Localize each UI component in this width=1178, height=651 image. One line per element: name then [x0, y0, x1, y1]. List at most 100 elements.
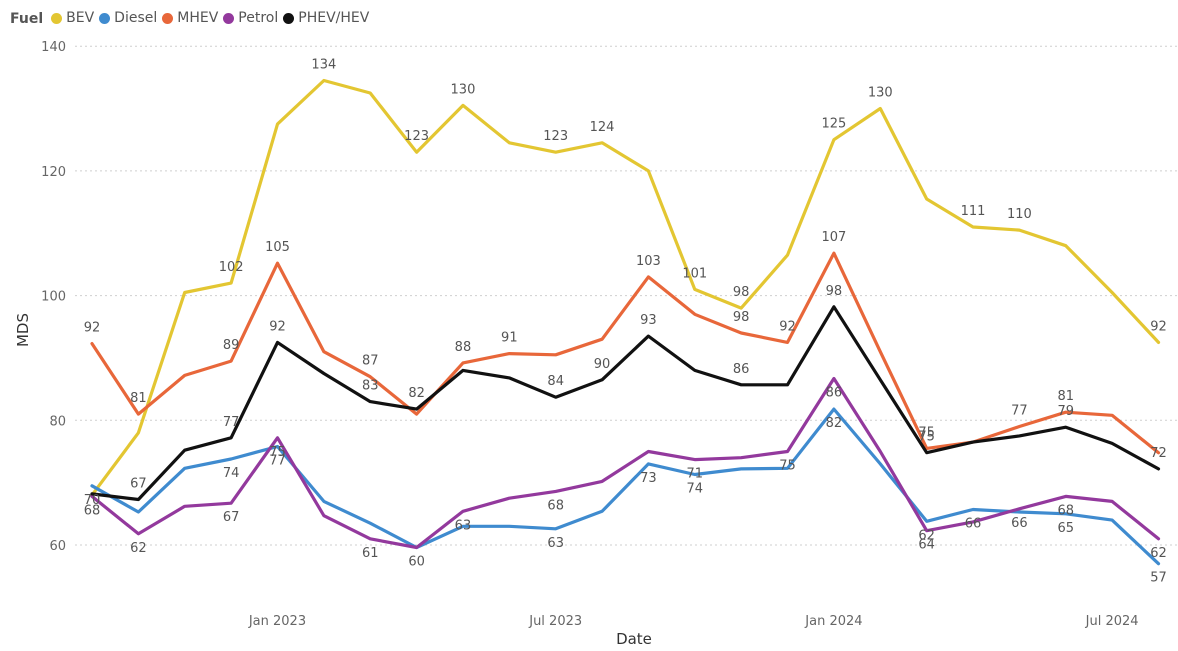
data-label: 62: [918, 528, 935, 543]
legend-label: Petrol: [238, 10, 279, 27]
data-label: 74: [687, 482, 704, 497]
legend-label: Diesel: [114, 10, 158, 27]
data-label: 66: [1011, 516, 1028, 531]
legend-marker-icon: [51, 12, 63, 24]
data-label: 86: [826, 386, 843, 401]
data-label: 57: [1150, 571, 1167, 586]
y-tick-label: 120: [41, 165, 66, 180]
data-label: 63: [455, 518, 472, 533]
data-label: 123: [404, 129, 429, 144]
data-label: 125: [822, 117, 847, 132]
series-line: [90, 78, 1161, 497]
data-label: 75: [779, 458, 796, 473]
data-label: 98: [733, 285, 750, 300]
legend-marker-icon: [283, 12, 295, 24]
data-label: 130: [451, 82, 476, 97]
x-axis-title: Date: [616, 630, 652, 648]
data-label: 75: [269, 445, 286, 460]
data-label: 92: [269, 319, 286, 334]
legend-item[interactable]: MHEV: [162, 10, 218, 26]
data-label: 72: [1150, 446, 1167, 461]
data-label: 63: [547, 536, 564, 551]
series-line: [90, 251, 1161, 455]
data-label: 68: [84, 503, 101, 518]
data-label: 75: [918, 425, 935, 440]
legend-items: BEV Diesel MHEV Petrol PHEV/HEV: [51, 10, 374, 28]
data-label: 92: [1150, 319, 1167, 334]
data-label: 86: [733, 362, 750, 377]
data-label: 77: [1011, 404, 1028, 419]
data-label: 67: [223, 510, 240, 525]
data-label: 92: [779, 319, 796, 334]
data-label: 130: [868, 86, 893, 101]
data-label: 89: [223, 338, 240, 353]
data-label: 111: [961, 204, 986, 219]
y-tick-label: 80: [49, 414, 66, 429]
x-tick-label: Jul 2024: [1085, 614, 1139, 629]
legend-label: MHEV: [177, 10, 219, 27]
data-label: 91: [501, 331, 518, 346]
series-line: [90, 305, 1161, 502]
y-tick-label: 100: [41, 290, 66, 305]
data-label: 134: [311, 57, 336, 72]
data-label: 71: [687, 467, 704, 482]
legend-item[interactable]: BEV: [51, 10, 94, 26]
legend-item[interactable]: PHEV/HEV: [283, 10, 369, 26]
data-label: 88: [455, 340, 472, 355]
data-label: 83: [362, 379, 379, 394]
data-label: 101: [682, 266, 707, 281]
legend-marker-icon: [223, 12, 235, 24]
data-label: 93: [640, 313, 657, 328]
legend-marker-icon: [162, 12, 174, 24]
data-label: 65: [1057, 521, 1074, 536]
data-label: 67: [130, 476, 147, 491]
legend-item[interactable]: Petrol: [223, 10, 278, 26]
series-line: [90, 376, 1161, 550]
y-axis-title: MDS: [14, 313, 32, 347]
data-label: 77: [269, 453, 286, 468]
x-tick-label: Jan 2024: [804, 614, 862, 629]
data-label: 61: [362, 546, 379, 561]
y-tick-label: 140: [41, 40, 66, 55]
data-label: 110: [1007, 207, 1032, 222]
data-label: 107: [822, 230, 847, 245]
data-label: 68: [1057, 503, 1074, 518]
data-label: 74: [223, 466, 240, 481]
data-label: 77: [223, 415, 240, 430]
data-label: 64: [918, 538, 935, 553]
data-label: 82: [408, 386, 425, 401]
data-label: 105: [265, 240, 290, 255]
data-label: 81: [1057, 389, 1074, 404]
data-label: 70: [84, 493, 101, 508]
data-label: 98: [733, 310, 750, 325]
data-label: 103: [636, 254, 661, 269]
data-label: 87: [362, 354, 379, 369]
y-tick-label: 60: [49, 539, 66, 554]
data-label: 81: [130, 391, 147, 406]
data-label: 66: [965, 516, 982, 531]
x-tick-label: Jan 2023: [248, 614, 306, 629]
data-label: 62: [1150, 546, 1167, 561]
legend-title: Fuel: [10, 11, 44, 27]
data-label: 102: [219, 260, 244, 275]
legend-marker-icon: [99, 12, 111, 24]
data-label: 79: [1057, 404, 1074, 419]
series-lines: [90, 78, 1161, 566]
legend-item[interactable]: Diesel: [99, 10, 157, 26]
data-label: 92: [84, 321, 101, 336]
gridlines: [75, 45, 1178, 546]
data-label: 90: [594, 357, 611, 372]
data-label: 62: [130, 541, 147, 556]
x-axis-ticks: Jan 2023 Jul 2023 Jan 2024 Jul 2024: [248, 614, 1139, 629]
data-label: 68: [547, 498, 564, 513]
data-label: 98: [826, 284, 843, 299]
data-label: 84: [547, 374, 564, 389]
data-label: 73: [640, 471, 657, 486]
x-tick-label: Jul 2023: [528, 614, 582, 629]
data-label: 82: [826, 416, 843, 431]
legend: Fuel BEV Diesel MHEV Petrol PHEV/HEV: [10, 8, 374, 30]
data-label: 123: [543, 129, 568, 144]
y-axis-ticks: 60 80 100 120 140: [41, 40, 66, 554]
legend-label: PHEV/HEV: [298, 10, 370, 27]
